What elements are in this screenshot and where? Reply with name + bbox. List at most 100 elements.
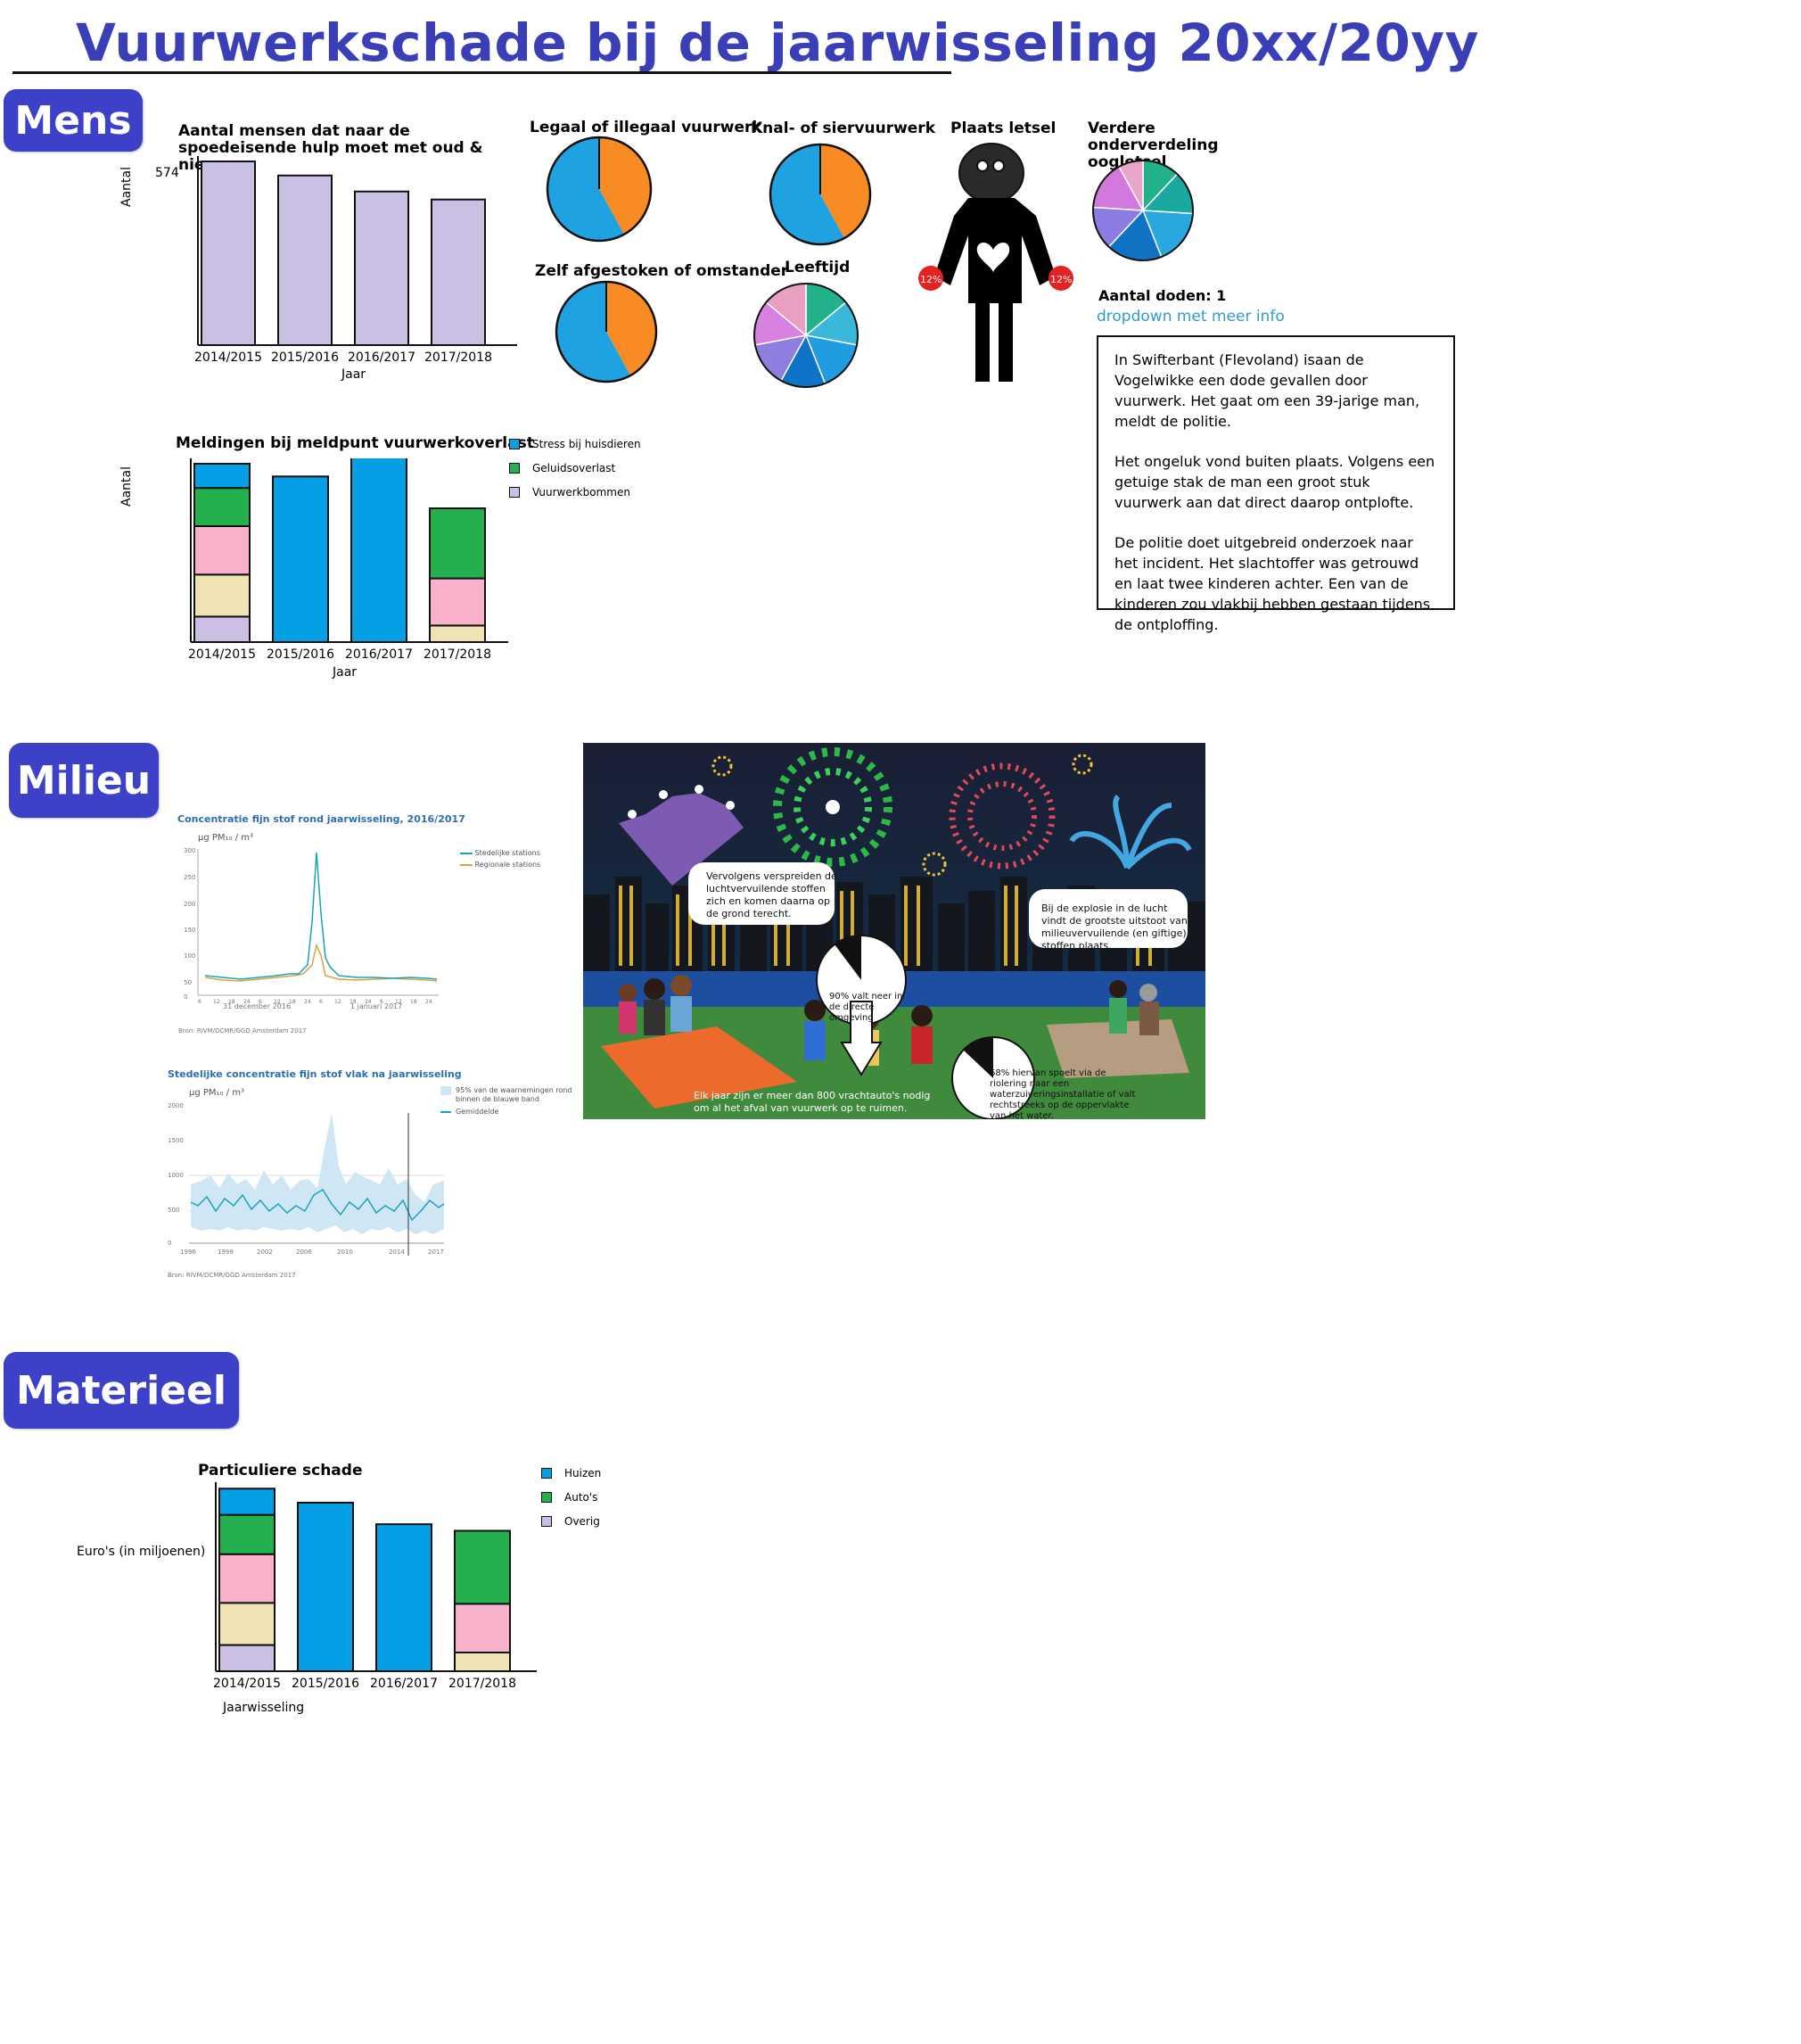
milieu-chart2-title: Stedelijke concentratie fijn stof vlak n…: [168, 1068, 462, 1080]
milieu-line-chart-2: 2000 1500 1000 500 0 1996 1998 2002 2006…: [168, 1102, 445, 1256]
pie-zelf: [555, 280, 658, 383]
bar-segment: [193, 573, 251, 618]
x-tick-label: 2015/2016: [292, 1677, 359, 1691]
eye-right-icon: [992, 160, 1005, 172]
bar-segment: [193, 487, 251, 527]
x-tick-label: 2016/2017: [345, 647, 413, 662]
hand-left-icon: [918, 266, 943, 291]
schade-bar-chart: 2014/2015 2015/2016 2016/2017 2017/2018: [213, 1482, 537, 1691]
y-tick-label: 1500: [168, 1137, 184, 1144]
x-tick-label: 1998: [218, 1249, 234, 1256]
milieu-chart1-date-2: 1 januari 2017: [350, 1002, 403, 1010]
meldingen-bar-chart: 2014/2015 2015/2016 2016/2017 2017/2018: [188, 458, 508, 662]
bar-segment: [429, 507, 486, 580]
firework-red-icon: [949, 762, 1056, 870]
leg-left-icon: [975, 301, 990, 382]
bar-segment: [193, 525, 251, 576]
x-tick-label: 2016/2017: [370, 1677, 438, 1691]
dropdown-link[interactable]: dropdown met meer info: [1097, 308, 1285, 326]
legend-swatch: [541, 1516, 552, 1527]
y-tick-label: 2000: [168, 1102, 184, 1109]
meldingen-ylabel: Aantal: [119, 466, 134, 507]
x-tick-label: 24: [365, 999, 372, 1005]
pie-knal: [769, 143, 872, 246]
y-tick-label: 100: [184, 952, 195, 960]
firework-purple-icon: [619, 785, 744, 886]
illustration-pie-1-slice: [835, 935, 861, 980]
y-tick-label: 200: [184, 901, 195, 908]
x-tick-label: 2002: [257, 1249, 273, 1256]
section-tab-materieel[interactable]: Materieel: [4, 1352, 239, 1429]
y-tick-label: 300: [184, 847, 195, 854]
pie-legaal: [546, 136, 653, 243]
bar-segment: [454, 1652, 511, 1672]
pie-knal-title: Knal- of siervuurwerk: [751, 120, 935, 137]
bar-segment: [350, 458, 407, 643]
legend-label: Gemiddelde: [456, 1108, 499, 1116]
x-tick-labels: 1996 1998 2002 2006 2010 2014 2017: [180, 1249, 444, 1256]
x-tick-label: 12: [395, 999, 402, 1005]
section-tab-mens[interactable]: Mens: [4, 89, 143, 152]
pie-outline: [1092, 160, 1194, 261]
speech-bubble-2: [1029, 889, 1188, 948]
y-tick-label: 500: [168, 1207, 179, 1214]
section-tab-milieu[interactable]: Milieu: [9, 743, 159, 818]
bar-segment: [454, 1603, 511, 1653]
x-tick-label: 6: [259, 999, 262, 1005]
pie-slice: [606, 282, 656, 376]
legend-label: Stedelijke stations: [474, 849, 540, 857]
legend-item: 95% van de waarnemingen rond binnen de b…: [440, 1086, 574, 1104]
bar-segment: [193, 463, 251, 490]
legend-label: Auto's: [564, 1491, 598, 1504]
legend-swatch: [509, 439, 520, 449]
firework-green-icon: [773, 747, 892, 867]
y-tick-label: 50: [184, 979, 192, 986]
spoed-xlabel: Jaar: [341, 367, 366, 382]
bar-segment: [218, 1513, 275, 1555]
spoed-ylabel: Aantal: [119, 167, 134, 207]
pie-oog: [1092, 160, 1194, 261]
x-tick-label: 2014/2015: [194, 350, 262, 365]
x-tick-label: 18: [350, 999, 357, 1005]
plaats-letsel-title: Plaats letsel: [950, 120, 1057, 137]
series-gemiddelde-line: [190, 1188, 445, 1222]
speech-bubble-2-text: Bij de explosie in de lucht vindt de gro…: [1041, 902, 1188, 952]
y-tick-label: 150: [184, 927, 195, 934]
pie-slice: [599, 137, 651, 235]
hand-right-icon: [1049, 266, 1073, 291]
legend-label: 95% van de waarnemingen rond binnen de b…: [456, 1086, 572, 1103]
legend-item: Huizen: [541, 1466, 601, 1480]
bar-segment: [297, 1502, 354, 1672]
spoed-bar-chart: 2014/2015 2015/2016 2016/2017 2017/2018: [194, 156, 517, 365]
y-tick-label: 0: [168, 1240, 171, 1247]
x-tick-label: 24: [243, 999, 251, 1005]
bar: [354, 190, 409, 346]
x-tick-label: 6: [198, 999, 201, 1005]
x-tick-label: 2017: [428, 1249, 444, 1256]
series-stedelijke-line: [204, 852, 438, 980]
title-underline: [12, 71, 951, 74]
legend-label: Vuurwerkbommen: [532, 486, 630, 499]
fireworks-illustration: [583, 743, 1205, 1119]
milieu-chart1-unit: µg PM₁₀ / m³: [198, 833, 254, 843]
bar-segment: [218, 1644, 275, 1673]
hand-right-label: 12%: [1050, 274, 1072, 285]
pie-slice: [547, 137, 624, 241]
incident-paragraph: De politie doet uitgebreid onderzoek naa…: [1114, 534, 1431, 633]
meldingen-xlabel: Jaar: [333, 665, 358, 680]
blanket-orange: [601, 1026, 797, 1109]
speech-bubble-1: [688, 862, 835, 925]
illustration-pie-2-slice: [963, 1036, 993, 1078]
x-tick-label: 2015/2016: [271, 350, 339, 365]
incident-paragraph: Het ongeluk vond buiten plaats. Volgens …: [1114, 453, 1435, 511]
heart-icon: [976, 242, 1010, 273]
legend-swatch: [440, 1111, 451, 1113]
bar: [201, 161, 256, 346]
x-tick-label: 2015/2016: [267, 647, 334, 662]
people-group-icon: [619, 975, 1159, 1066]
bar-segment: [218, 1553, 275, 1604]
legend-item: Regionale stations: [460, 859, 540, 870]
schade-ylabel: Euro's (in miljoenen): [77, 1545, 206, 1559]
milieu-line-chart-1: 300 250 200 150 100 50 0 6 12 18 24 6 12…: [184, 847, 439, 1005]
milieu-chart1-source: Bron: RIVM/DCMR/GGD Amsterdam 2017: [178, 1027, 307, 1034]
